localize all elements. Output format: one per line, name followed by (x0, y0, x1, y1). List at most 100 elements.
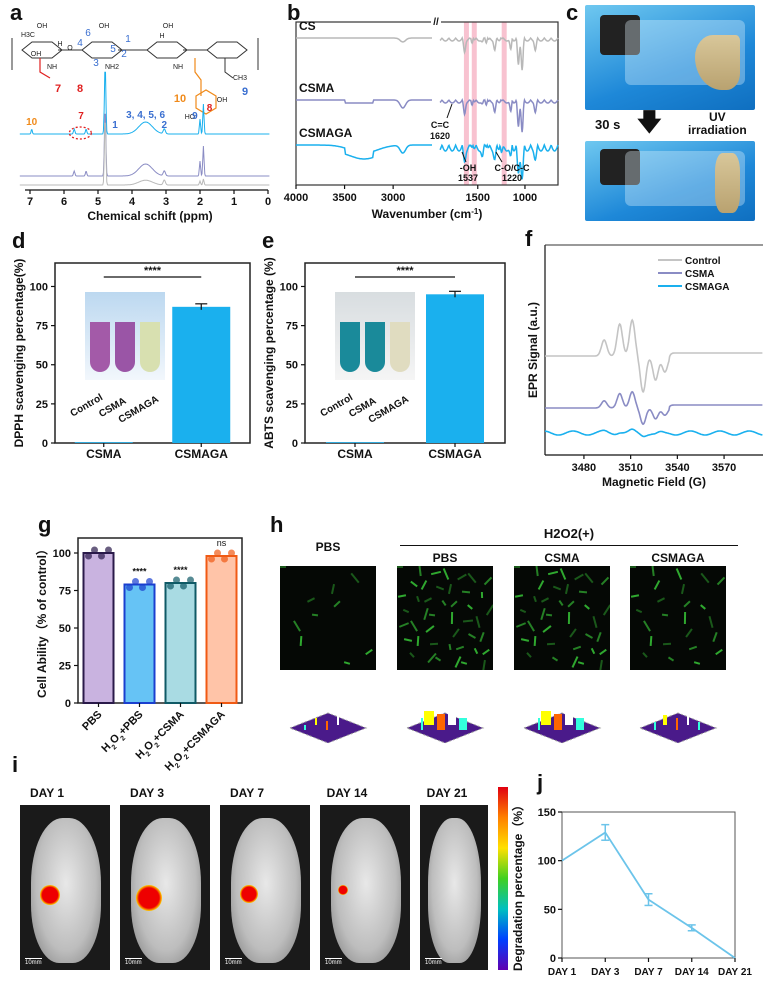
bar (123, 583, 156, 704)
x-label-end: ) (478, 207, 482, 221)
y-tick-label: 0 (292, 438, 298, 450)
y-tick-label: 75 (286, 321, 298, 333)
series-label: CSMA (299, 81, 335, 95)
day-label: DAY 14 (326, 786, 368, 800)
panel-label-i: i (12, 752, 19, 777)
hydrogel-photo-after (585, 141, 755, 221)
x-tick-label: 3570 (712, 462, 736, 474)
panel-label-h: h (270, 512, 284, 537)
cell (630, 566, 636, 568)
mouse-image: 10mm (120, 805, 210, 970)
fluorescence-image (397, 566, 493, 670)
surface-plot-svg (405, 707, 485, 744)
vial-cap (600, 15, 640, 55)
mouse-image: 10mm (420, 805, 488, 970)
scale-bar: 10mm (425, 958, 442, 966)
structure-brackets (11, 38, 259, 70)
sub: 2 (153, 741, 161, 749)
day-label: DAY 1 (29, 786, 65, 800)
data-point (132, 578, 139, 585)
day-label: DAY 7 (229, 786, 265, 800)
panel-label-e: e (262, 228, 275, 253)
legend-label: CSMA (685, 269, 714, 280)
fluorescence-image (280, 566, 376, 670)
cell (397, 566, 403, 568)
x-tick-label: DAY 21 (718, 967, 752, 978)
column-label: PBS (432, 551, 458, 565)
nmr-trace (19, 71, 270, 135)
peak-label: 9 (192, 111, 198, 122)
data-point (139, 584, 146, 591)
data-point (126, 584, 133, 591)
side-chain-orange (194, 58, 202, 96)
structure-atom-label: OH (37, 23, 48, 30)
label-8: 8 (77, 83, 83, 95)
y-axis-label: EPR Signal (a.u.) (526, 302, 540, 398)
highlight-band (471, 22, 477, 185)
plot-frame (77, 537, 243, 704)
x-tick-label: DAY 7 (634, 967, 663, 978)
structure-atom-label: H (159, 33, 164, 40)
time-label: 30 s (595, 117, 621, 132)
plot-frame (295, 21, 559, 186)
y-tick-label: 25 (286, 399, 298, 411)
x-tick-label: DAY 1 (548, 967, 577, 978)
peak-label: 1 (112, 120, 118, 131)
y-tick-label: 150 (538, 807, 556, 819)
uv-line2: irradiation (688, 123, 747, 137)
h2o2-group-label: H2O2(+) (543, 526, 595, 541)
y-tick-label: 25 (36, 399, 48, 411)
vial-csmaga (140, 322, 160, 372)
scale-bar: 10mm (225, 958, 242, 966)
sub: 2 (119, 734, 127, 742)
x-tick-label: CSMAGA (175, 447, 229, 461)
vial-cap (600, 149, 640, 185)
bar (82, 552, 115, 704)
atom-number: 3 (93, 58, 99, 69)
fluorescence-image (514, 566, 610, 670)
hydrogel (715, 153, 740, 213)
annotation-cc: C=C (431, 120, 450, 130)
x-tick-label: 7 (27, 196, 33, 208)
bar (205, 555, 238, 704)
fluorescence-spot (240, 885, 259, 903)
data-point (208, 555, 215, 563)
rest: +PBS (117, 709, 146, 738)
peak-label: 7 (78, 111, 84, 122)
sugar-ring (81, 41, 123, 59)
uv-label: UV irradiation (688, 111, 747, 137)
y-tick-label: 50 (36, 360, 48, 372)
structure-atom-label: H (57, 41, 62, 48)
nmr-trace (19, 122, 270, 186)
surface-plot (285, 698, 371, 748)
label-7: 7 (55, 83, 61, 95)
column-label: PBS (315, 540, 341, 554)
surface-plot (402, 698, 488, 748)
epr-trace (544, 428, 763, 438)
atom-number: 4 (77, 38, 83, 49)
scale-bar: 10mm (325, 958, 342, 966)
significance-label: ns (217, 538, 227, 548)
x-axis-label: Magnetic Field (G) (602, 475, 706, 489)
plot-frame (561, 811, 736, 959)
vial-csma (365, 322, 385, 372)
label-10: 10 (174, 93, 186, 105)
colorbar (498, 787, 508, 970)
peak-7-circle (68, 126, 92, 140)
bar (326, 442, 384, 443)
peak-label: 10 (26, 117, 38, 128)
x-axis-label: Chemical schift (ppm) (87, 209, 212, 223)
data-point (173, 576, 180, 584)
sugar-ring (206, 41, 248, 59)
x-tick-label: CSMA (337, 447, 373, 461)
panel-label-g: g (38, 512, 52, 537)
peak-label: 3, 4, 5, 6 (126, 110, 165, 121)
data-point (228, 549, 235, 557)
y-axis-label: DPPH scavenging percentage(%) (12, 259, 26, 448)
nmr-trace (19, 113, 270, 177)
surface-plot-svg (522, 707, 602, 744)
structure-atom-label: OH (99, 23, 110, 30)
sub: 2 (110, 743, 118, 751)
ftir-trace-right (439, 142, 559, 180)
